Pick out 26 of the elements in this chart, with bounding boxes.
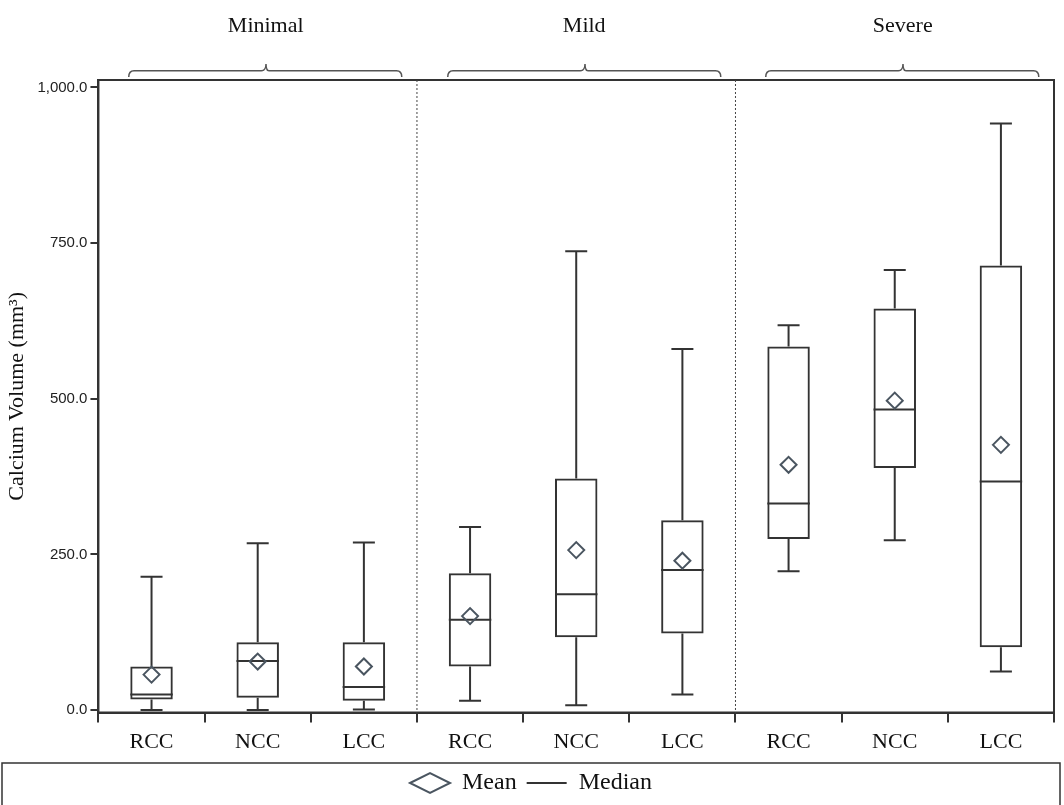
x-tick-label: RCC <box>129 727 174 753</box>
y-tick-label: 1,000.0 <box>37 77 88 95</box>
point <box>673 551 692 570</box>
point <box>885 391 904 410</box>
x-tick-label: LCC <box>342 727 386 753</box>
x-tick-label: RCC <box>448 727 493 753</box>
x-tick-label: LCC <box>979 727 1023 753</box>
point <box>991 435 1010 454</box>
y-tick-label: 0.0 <box>66 700 88 718</box>
y-tick-label: 250.0 <box>49 544 88 562</box>
x-tick-label: NCC <box>553 727 599 753</box>
text: Severe <box>872 12 933 37</box>
y-tick-label: 500.0 <box>49 388 88 406</box>
point <box>779 455 798 474</box>
y-tick-label: 750.0 <box>49 233 88 251</box>
point <box>461 607 480 626</box>
y-axis-title: Calcium Volume (mm³) <box>2 291 28 501</box>
x-tick-label: NCC <box>235 727 281 753</box>
legend-label: Mean <box>462 768 517 795</box>
point <box>567 541 586 560</box>
text: Minimal <box>227 12 304 37</box>
x-tick-label: NCC <box>872 727 918 753</box>
text: Mild <box>562 12 606 37</box>
x-tick-label: LCC <box>661 727 704 753</box>
x-tick-label: RCC <box>766 727 811 753</box>
legend-label: Median <box>578 768 652 795</box>
